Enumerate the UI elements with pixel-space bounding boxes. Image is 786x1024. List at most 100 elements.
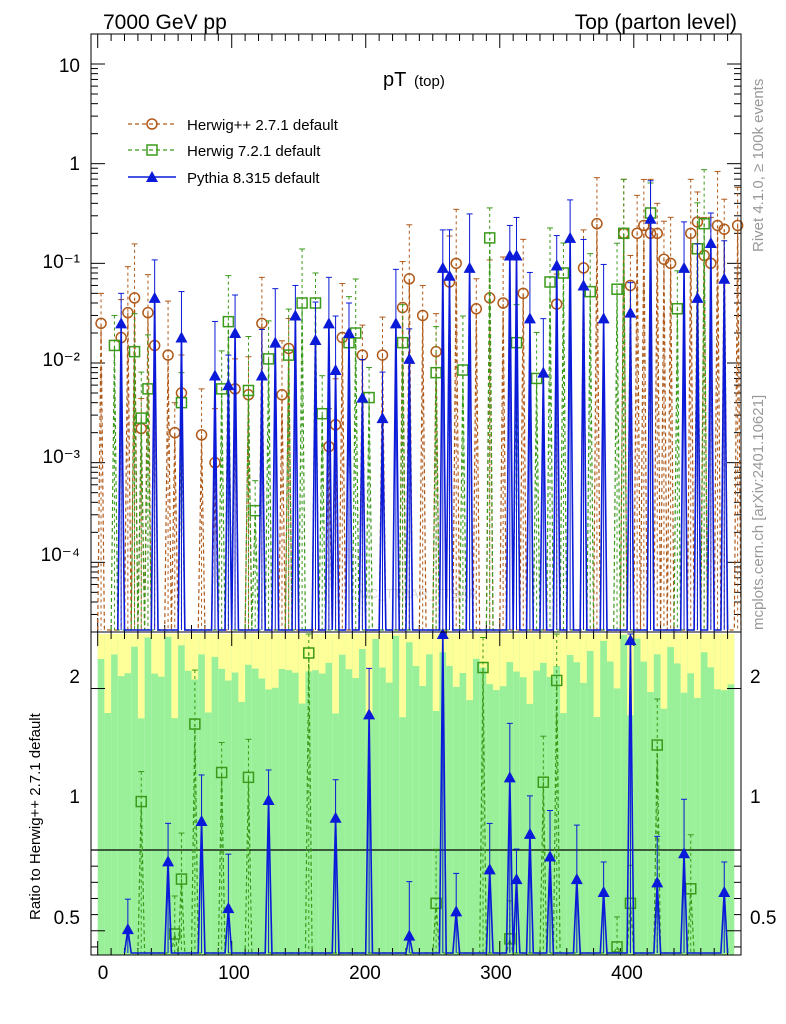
band-outer-bin <box>204 634 212 713</box>
data-point-triangle <box>222 902 235 914</box>
data-point-circle <box>684 227 697 240</box>
data-point-square <box>537 776 550 788</box>
xtick-label: 0 <box>98 963 109 984</box>
band-inner-bin <box>519 634 527 955</box>
band-inner-bin <box>573 634 581 955</box>
band-outer-bin <box>620 634 628 635</box>
band-inner-bin <box>405 634 413 955</box>
band-inner-bin <box>204 634 212 955</box>
band-outer-bin <box>97 634 105 659</box>
band-outer-bin <box>647 634 654 693</box>
band-outer-bin <box>164 634 172 637</box>
band-outer-bin <box>459 634 467 674</box>
data-point-square <box>396 336 409 349</box>
band-inner-bin <box>513 634 520 955</box>
data-point-triangle <box>329 811 342 823</box>
series-pythia <box>121 628 731 954</box>
band-inner-bin <box>613 634 621 955</box>
band-inner-bin <box>426 634 433 955</box>
band-outer-bin <box>700 634 708 653</box>
band-outer-bin <box>586 634 594 651</box>
band-outer-bin <box>117 634 125 677</box>
band-outer-bin <box>600 634 607 641</box>
data-point-circle <box>497 297 509 309</box>
data-point-square <box>611 283 623 295</box>
data-point-triangle <box>376 412 389 424</box>
band-outer-bin <box>385 634 393 683</box>
band-inner-bin <box>158 634 165 955</box>
main-ytick-label: 1 <box>69 154 80 175</box>
band-inner-bin <box>493 634 500 955</box>
data-point-square <box>135 795 148 808</box>
band-outer-bin <box>151 634 159 674</box>
data-point-circle <box>664 257 677 270</box>
data-point-triangle <box>678 847 691 859</box>
data-point-triangle <box>537 366 550 378</box>
band-inner-bin <box>218 634 226 955</box>
band-inner-bin <box>667 634 674 955</box>
series-pythia <box>115 180 731 631</box>
band-inner-bin <box>432 634 440 955</box>
data-point-triangle <box>255 369 268 381</box>
data-point-triangle <box>510 249 523 261</box>
data-point-triangle <box>510 873 523 885</box>
band-inner-bin <box>137 634 145 955</box>
band-inner-bin <box>298 634 306 955</box>
band-outer-bin <box>727 634 735 685</box>
band-inner-bin <box>325 634 333 955</box>
band-outer-bin <box>265 634 272 690</box>
data-point-triangle <box>678 261 691 273</box>
data-point-square <box>242 771 255 784</box>
band-outer-bin <box>432 634 440 711</box>
series-line <box>117 218 729 631</box>
band-inner-bin <box>164 634 172 955</box>
data-point-square <box>477 661 489 674</box>
band-inner-bin <box>452 634 460 955</box>
band-outer-bin <box>412 634 420 667</box>
data-point-triangle <box>523 312 536 324</box>
band-inner-bin <box>647 634 654 955</box>
band-outer-bin <box>553 634 561 667</box>
data-point-triangle <box>322 317 335 329</box>
xtick-label: 100 <box>218 963 250 984</box>
band-inner-bin <box>117 634 125 955</box>
band-outer-bin <box>111 634 118 655</box>
band-inner-bin <box>653 634 661 955</box>
data-point-triangle <box>115 317 128 329</box>
data-point-square <box>282 349 295 361</box>
band-inner-bin <box>305 634 313 955</box>
band-outer-bin <box>694 634 701 698</box>
data-point-triangle <box>363 708 376 720</box>
band-outer-bin <box>566 634 574 656</box>
data-point-square <box>215 766 228 779</box>
data-point-triangle <box>564 231 577 243</box>
band-inner-bin <box>231 634 239 955</box>
band-outer-bin <box>258 634 266 679</box>
data-point-triangle <box>403 929 416 941</box>
data-point-triangle <box>644 212 657 224</box>
data-point-triangle <box>718 272 731 284</box>
band-outer-bin <box>285 634 293 671</box>
band-outer-bin <box>198 634 205 655</box>
data-point-circle <box>256 317 268 330</box>
band-outer-bin <box>533 634 540 671</box>
data-point-circle <box>591 217 603 230</box>
band-outer-bin <box>707 634 715 668</box>
band-inner-bin <box>178 634 185 955</box>
legend-label: Herwig++ 2.7.1 default <box>187 117 339 134</box>
band-inner-bin <box>673 634 681 955</box>
data-point-square <box>530 372 543 385</box>
data-point-triangle <box>222 379 235 391</box>
band-outer-bin <box>472 634 480 659</box>
band-outer-bin <box>231 634 239 673</box>
band-outer-bin <box>278 634 286 669</box>
ratio-ytick-label: 2 <box>69 667 80 688</box>
band-inner-bin <box>385 634 393 955</box>
band-inner-bin <box>526 634 534 955</box>
data-point-square <box>296 297 308 309</box>
band-inner-bin <box>694 634 701 955</box>
main-ytick-label: 10⁻¹ <box>43 252 81 273</box>
main-ytick-label: 10⁻⁴ <box>41 545 80 566</box>
data-point-triangle <box>309 334 322 346</box>
band-outer-bin <box>352 634 360 679</box>
